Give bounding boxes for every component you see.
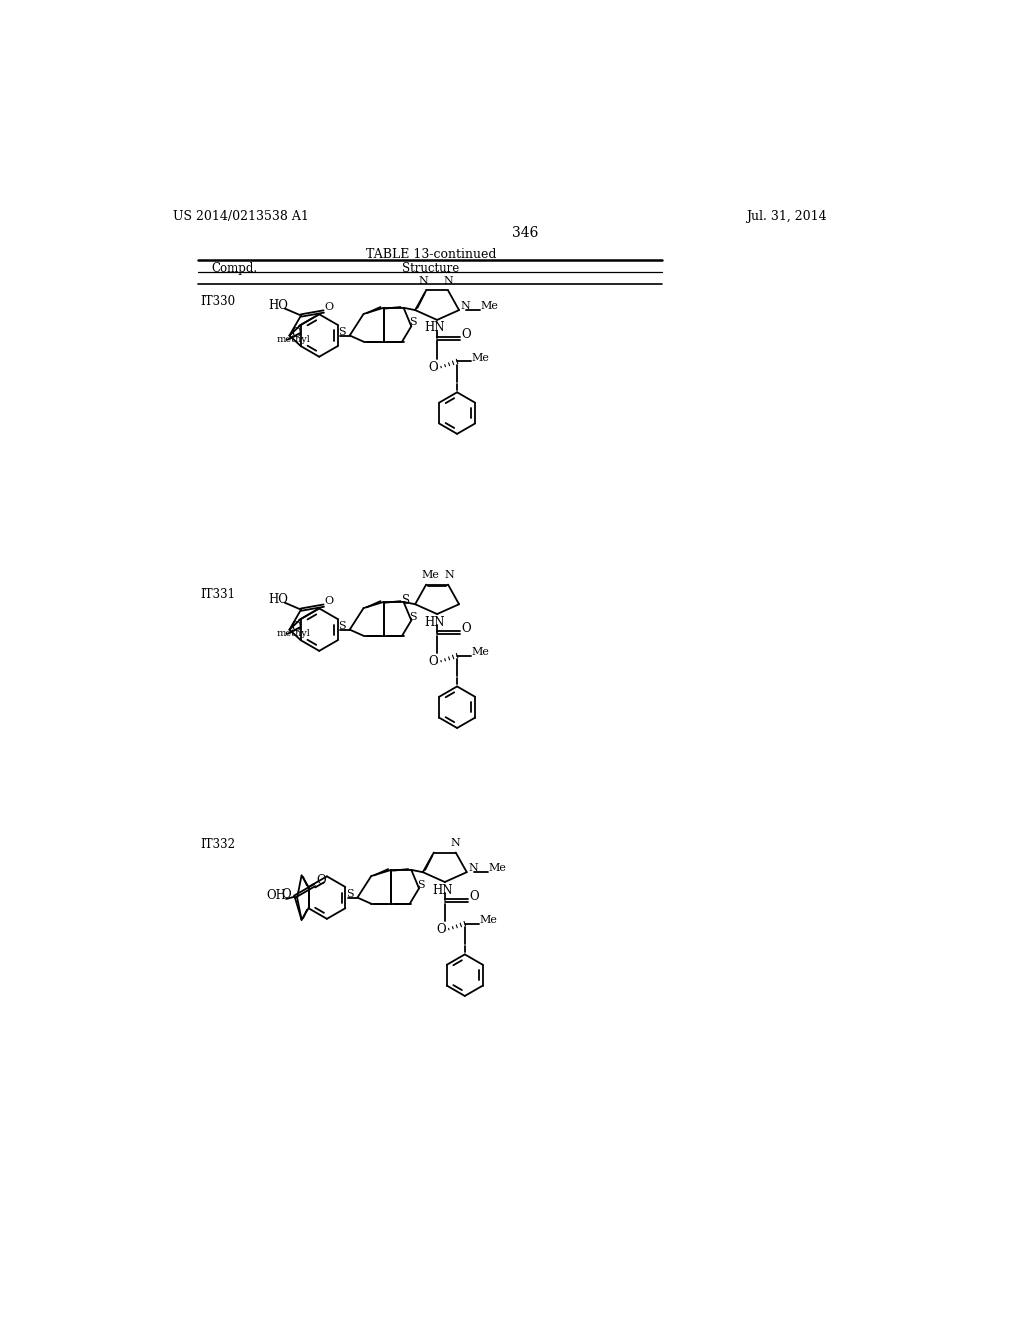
Text: Me: Me — [480, 301, 499, 312]
Text: O: O — [325, 597, 334, 606]
Text: methyl: methyl — [276, 335, 310, 345]
Text: HO: HO — [268, 593, 288, 606]
Text: S: S — [401, 594, 410, 607]
Text: Structure: Structure — [402, 263, 460, 276]
Text: Compd.: Compd. — [211, 263, 257, 276]
Text: S: S — [338, 620, 346, 631]
Text: Me: Me — [472, 352, 489, 363]
Text: US 2014/0213538 A1: US 2014/0213538 A1 — [173, 210, 309, 223]
Text: IT330: IT330 — [200, 294, 234, 308]
Text: O: O — [316, 874, 326, 887]
Text: S: S — [346, 888, 353, 899]
Text: O: O — [436, 923, 445, 936]
Text: O: O — [291, 622, 301, 635]
Text: O: O — [291, 327, 301, 341]
Text: 346: 346 — [512, 226, 538, 240]
Text: O: O — [428, 360, 438, 374]
Text: IT331: IT331 — [200, 589, 234, 601]
Text: Me: Me — [479, 915, 498, 925]
Text: N: N — [444, 570, 455, 581]
Text: HN: HN — [432, 883, 453, 896]
Text: N: N — [419, 276, 429, 286]
Text: N: N — [461, 301, 470, 312]
Text: S: S — [417, 879, 424, 890]
Text: O: O — [428, 655, 438, 668]
Text: O: O — [462, 622, 471, 635]
Text: N: N — [443, 276, 453, 286]
Text: OH: OH — [266, 888, 286, 902]
Text: O: O — [469, 890, 479, 903]
Text: methyl: methyl — [276, 630, 310, 639]
Text: Me: Me — [488, 863, 506, 874]
Text: HO: HO — [268, 300, 288, 312]
Text: Jul. 31, 2014: Jul. 31, 2014 — [746, 210, 827, 223]
Text: S: S — [409, 317, 417, 327]
Text: O: O — [325, 302, 334, 312]
Text: N: N — [468, 863, 478, 874]
Text: O: O — [462, 329, 471, 341]
Text: TABLE 13-continued: TABLE 13-continued — [366, 248, 496, 261]
Text: Me: Me — [422, 570, 439, 579]
Text: Me: Me — [472, 647, 489, 657]
Text: O: O — [282, 888, 291, 902]
Text: IT332: IT332 — [200, 837, 234, 850]
Text: S: S — [409, 611, 417, 622]
Text: HN: HN — [425, 615, 445, 628]
Text: HN: HN — [425, 322, 445, 334]
Text: S: S — [338, 326, 346, 337]
Text: N: N — [451, 838, 461, 849]
